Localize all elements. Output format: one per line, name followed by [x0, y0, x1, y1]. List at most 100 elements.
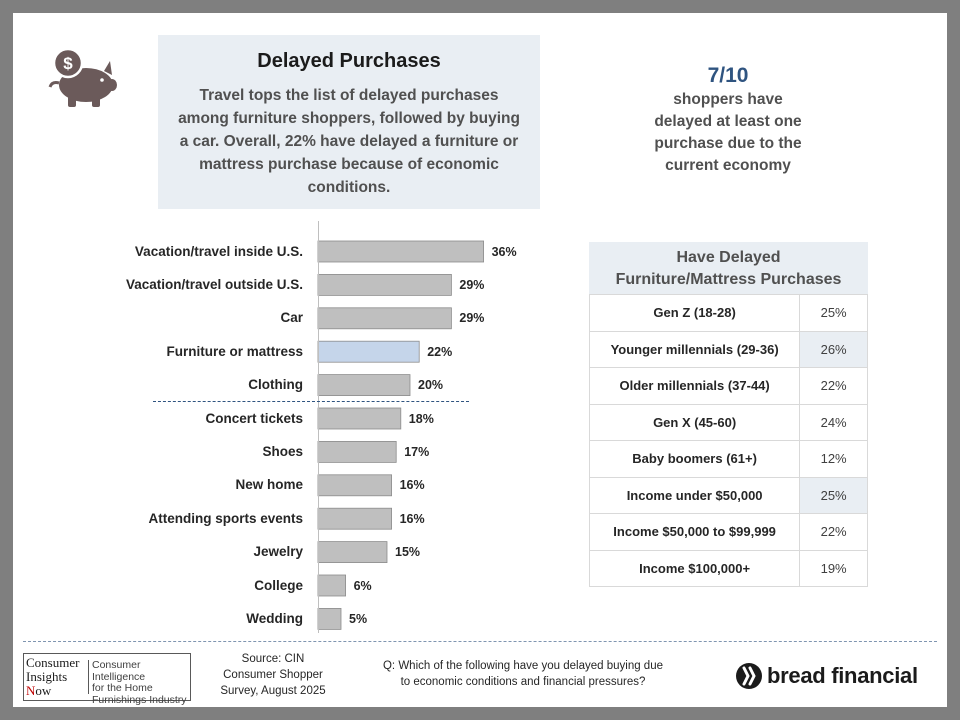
table-row: Income under $50,000 25% [588, 476, 868, 514]
source-line: Source: CIN [241, 653, 305, 665]
table-header: Have Delayed Furniture/Mattress Purchase… [589, 242, 868, 294]
stat-text-line: delayed at least one [654, 113, 802, 130]
summary-panel: Delayed Purchases Travel tops the list o… [158, 35, 540, 209]
table-row: Income $50,000 to $99,999 22% [588, 513, 868, 551]
segment-label: Income $50,000 to $99,999 [588, 513, 801, 551]
segment-label: Older millennials (37-44) [588, 367, 801, 405]
svg-text:$: $ [63, 54, 73, 73]
category-label: Car [280, 310, 303, 326]
slide: $ Delayed Purchases Travel tops the list… [13, 13, 947, 707]
segment-label: Gen X (45-60) [588, 403, 801, 441]
category-label: Wedding [246, 610, 303, 626]
table-row: Gen X (45-60) 24% [588, 403, 868, 441]
value-label: 15% [395, 545, 421, 560]
bread-logo-icon [736, 663, 762, 689]
cin-logo-wordmark: Consumer Insights Now [26, 656, 86, 698]
category-label: New home [235, 477, 303, 493]
cin-logo-line: Insights [26, 669, 68, 684]
value-label: 16% [399, 511, 425, 526]
chart-divider [153, 401, 469, 402]
cin-logo-initial: N [26, 683, 36, 698]
value-label: 36% [491, 244, 517, 259]
question-line: to economic conditions and financial pre… [400, 676, 646, 688]
value-label: 29% [459, 311, 485, 326]
cin-logo-line: Consumer [26, 655, 80, 670]
source-note: Source: CIN Consumer Shopper Survey, Aug… [213, 651, 333, 699]
value-label: 20% [418, 378, 444, 393]
segment-value: 22% [799, 513, 868, 551]
survey-question: Q: Which of the following have you delay… [363, 658, 683, 690]
segment-value: 19% [799, 549, 868, 587]
value-label: 22% [427, 344, 453, 359]
category-label: Concert tickets [205, 410, 303, 426]
segment-value: 25% [799, 294, 868, 332]
segment-value: 12% [799, 440, 868, 478]
cin-logo-line: Now [26, 684, 86, 698]
bar [317, 273, 452, 296]
value-label: 5% [349, 611, 368, 626]
bar [317, 474, 392, 497]
bar [317, 574, 347, 597]
piggy-bank-icon: $ [48, 47, 117, 107]
table-title-line: Have Delayed [676, 249, 781, 266]
cin-logo: Consumer Insights Now Consumer Intellige… [23, 653, 191, 705]
summary-text: Travel tops the list of delayed purchase… [178, 87, 520, 196]
cin-tagline-line: Consumer Intelligence [92, 659, 146, 683]
bar [317, 541, 388, 563]
table-row: Older millennials (37-44) 22% [588, 367, 868, 405]
segment-value: 26% [799, 330, 868, 368]
segment-value: 24% [799, 403, 868, 441]
cin-tagline-line: Furnishings Industry [92, 693, 187, 706]
bar [317, 307, 452, 330]
segment-label: Younger millennials (29-36) [588, 330, 801, 368]
bar [317, 374, 411, 397]
category-label: College [254, 577, 303, 593]
value-label: 17% [404, 444, 430, 459]
category-label: Vacation/travel outside U.S. [125, 276, 303, 292]
segment-label: Income $100,000+ [588, 549, 801, 587]
category-label: Shoes [262, 443, 303, 459]
bar [317, 240, 485, 263]
category-label: Clothing [248, 377, 303, 393]
category-label: Jewelry [253, 544, 303, 560]
segment-label: Income under $50,000 [588, 476, 801, 514]
bread-logo-wordmark: bread financial [767, 663, 918, 688]
table-row: Income $100,000+ 19% [588, 549, 868, 587]
stat-value: 7/10 [707, 64, 749, 87]
segment-label: Baby boomers (61+) [588, 440, 801, 478]
table-row: Younger millennials (29-36) 26% [588, 330, 868, 368]
bar-chart: Vacation/travel inside U.S. 36% Vacation/t… [13, 13, 573, 653]
bar [317, 507, 392, 530]
table-title-line: Furniture/Mattress Purchases [615, 271, 842, 288]
segment-value: 22% [799, 367, 868, 405]
value-label: 16% [399, 478, 425, 493]
cin-logo-divider [88, 660, 89, 694]
cin-logo-tagline: Consumer Intelligence for the Home Furni… [92, 659, 192, 706]
footer-divider [23, 641, 937, 642]
segment-label: Gen Z (18-28) [588, 294, 801, 332]
category-label: Vacation/travel inside U.S. [134, 243, 303, 259]
value-label: 6% [353, 578, 372, 593]
page-title: Delayed Purchases [257, 50, 441, 72]
bread-financial-logo: bread financial [735, 662, 935, 692]
table-row: Baby boomers (61+) 12% [588, 440, 868, 478]
cin-tagline-line: for the Home [92, 682, 153, 694]
source-line: Survey, August 2025 [220, 685, 326, 697]
bar [317, 340, 420, 363]
chart-axis [318, 221, 319, 633]
segment-table: Gen Z (18-28) 25% Younger millennials (29… [588, 294, 868, 587]
category-label: Attending sports events [148, 510, 303, 526]
stat-callout: 7/10 shoppers have delayed at least one … [623, 63, 833, 177]
bar [317, 407, 402, 430]
stat-text-line: current economy [665, 157, 791, 174]
stat-text-line: shoppers have [673, 91, 783, 108]
source-line: Consumer Shopper [223, 669, 323, 681]
value-label: 29% [459, 277, 485, 292]
table-row: Gen Z (18-28) 25% [588, 294, 868, 332]
category-label: Furniture or mattress [166, 343, 303, 359]
stat-text-line: purchase due to the [654, 135, 802, 152]
value-label: 18% [408, 411, 434, 426]
bar [317, 440, 397, 463]
segment-value: 25% [799, 476, 868, 514]
question-line: Q: Which of the following have you delay… [382, 660, 663, 672]
